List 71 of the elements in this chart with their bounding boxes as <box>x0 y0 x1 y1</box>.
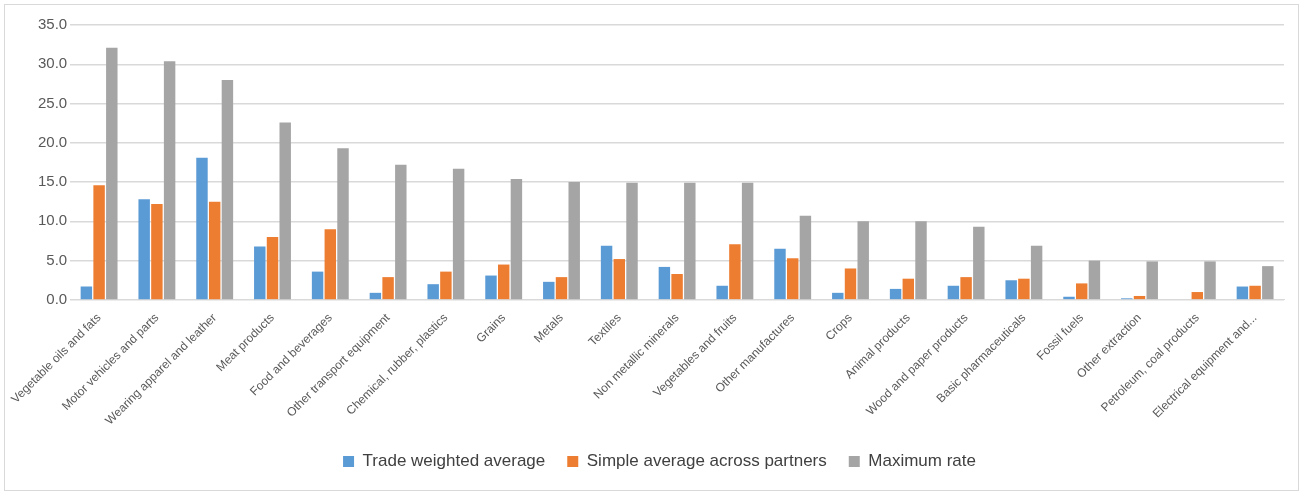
bar <box>510 178 523 300</box>
bar <box>337 148 349 300</box>
y-tick-label: 5.0 <box>46 250 68 268</box>
legend-label: Simple average across partners <box>586 451 827 471</box>
bar <box>555 277 568 300</box>
y-tick-label: 10.0 <box>37 211 68 229</box>
bar <box>613 259 626 300</box>
bar <box>1249 285 1261 300</box>
bar <box>568 182 580 300</box>
bar <box>889 288 902 300</box>
bar <box>671 273 683 300</box>
bar <box>208 201 221 300</box>
bar <box>960 277 972 300</box>
legend-label: Trade weighted average <box>362 451 546 471</box>
bar <box>1236 286 1249 300</box>
bar <box>1146 261 1158 300</box>
bar <box>93 185 105 300</box>
bar <box>106 47 118 300</box>
bar <box>151 204 163 300</box>
bar <box>395 164 407 300</box>
y-tick-label: 15.0 <box>37 172 68 190</box>
bar <box>774 248 786 300</box>
bar <box>1075 283 1088 300</box>
bar <box>684 182 696 300</box>
bar <box>369 292 382 300</box>
bar <box>266 237 279 300</box>
bar <box>311 271 324 300</box>
y-tick-label: 20.0 <box>37 132 68 150</box>
bar <box>138 199 150 300</box>
bar <box>786 258 799 300</box>
bar <box>452 168 465 300</box>
bar <box>799 215 812 300</box>
bar <box>1018 278 1030 300</box>
bar <box>716 285 728 300</box>
bar <box>947 285 960 300</box>
bar <box>382 277 394 300</box>
legend-label: Maximum rate <box>868 451 976 471</box>
y-tick-label: 30.0 <box>37 54 68 72</box>
bar <box>1191 292 1204 300</box>
bar <box>857 221 869 300</box>
bar <box>1133 295 1146 300</box>
bar <box>1088 260 1101 300</box>
y-tick-label: 25.0 <box>37 93 68 111</box>
bar <box>80 286 93 300</box>
bar <box>254 246 266 300</box>
bar <box>741 182 754 300</box>
bar <box>1030 245 1043 300</box>
bar <box>729 244 741 300</box>
bar <box>973 226 985 300</box>
bar <box>497 264 510 300</box>
bar <box>1262 266 1274 300</box>
bar <box>196 157 208 300</box>
bar <box>1005 280 1017 300</box>
bar <box>163 61 176 300</box>
bar <box>832 292 844 300</box>
bar <box>543 281 555 300</box>
y-tick-label: 35.0 <box>37 15 68 33</box>
bar <box>221 79 234 300</box>
bar <box>844 268 857 300</box>
bar <box>1204 261 1216 300</box>
bar <box>324 229 337 300</box>
bar <box>600 245 613 300</box>
bar <box>427 284 439 300</box>
bar <box>658 266 671 300</box>
bar <box>902 278 915 300</box>
bar <box>915 221 927 300</box>
bar <box>626 182 638 300</box>
bar <box>485 275 497 300</box>
y-tick-label: 0.0 <box>46 290 68 308</box>
bar <box>440 271 452 300</box>
bar <box>279 122 291 300</box>
